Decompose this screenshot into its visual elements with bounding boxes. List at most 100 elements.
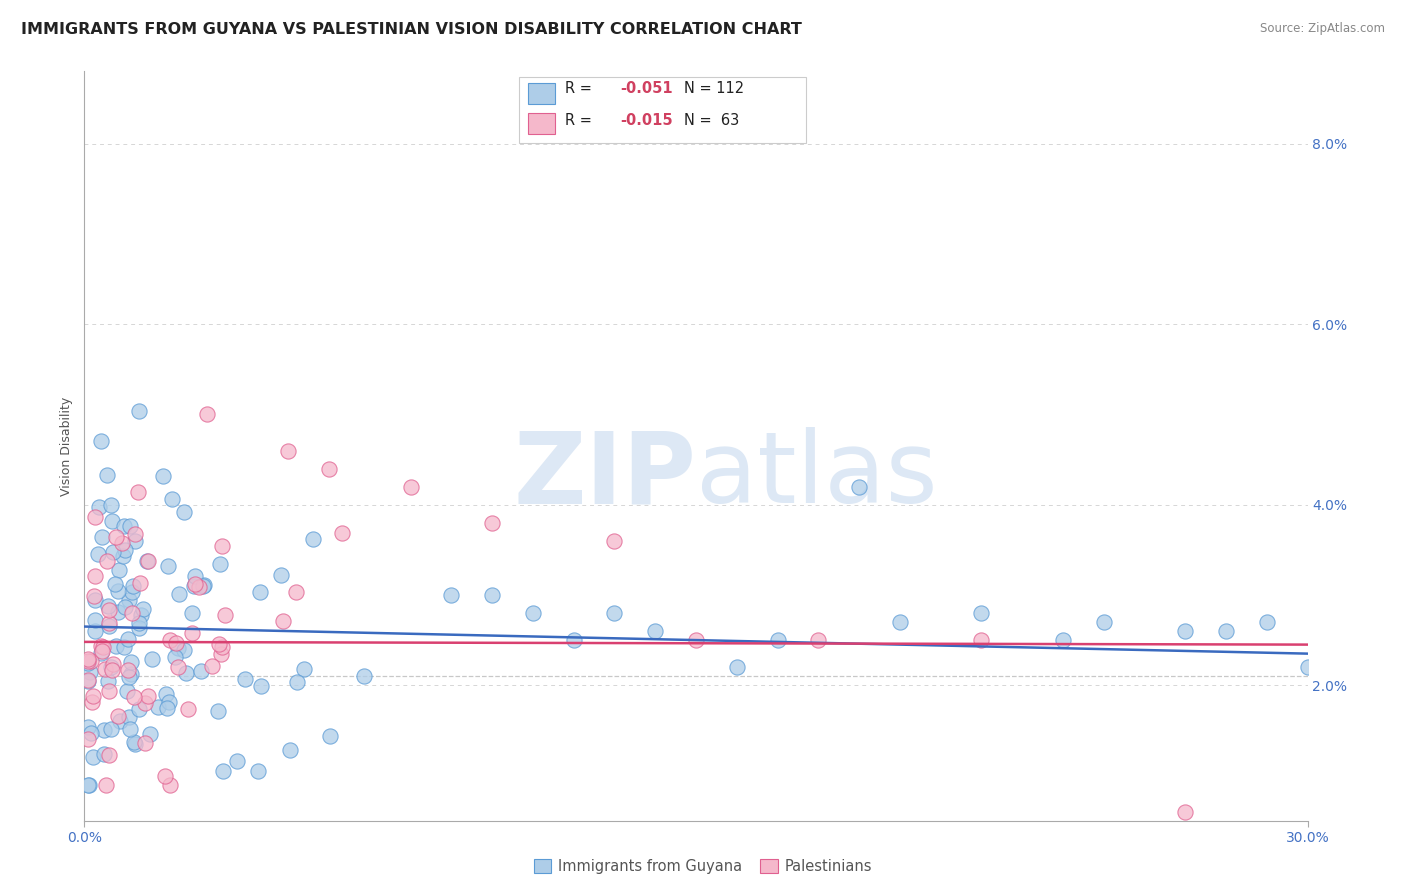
Point bbox=[128, 615, 150, 630]
Point bbox=[77, 652, 100, 666]
Point bbox=[91, 530, 114, 544]
Point bbox=[201, 658, 224, 673]
Point bbox=[77, 673, 100, 688]
Point bbox=[134, 696, 156, 710]
Point bbox=[77, 732, 100, 747]
Point bbox=[97, 599, 120, 613]
Point bbox=[128, 403, 150, 417]
Text: Source: ZipAtlas.com: Source: ZipAtlas.com bbox=[1260, 22, 1385, 36]
Point bbox=[77, 673, 100, 688]
Point bbox=[100, 659, 122, 673]
Legend: Immigrants from Guyana, Palestinians: Immigrants from Guyana, Palestinians bbox=[527, 854, 879, 880]
Point bbox=[1092, 615, 1115, 629]
Point bbox=[174, 666, 197, 681]
Point bbox=[148, 700, 170, 714]
Point bbox=[108, 714, 131, 728]
Point bbox=[122, 690, 145, 704]
Point bbox=[136, 689, 159, 703]
Point bbox=[725, 660, 748, 674]
Point bbox=[114, 543, 136, 558]
Point bbox=[139, 727, 162, 741]
Point bbox=[135, 554, 157, 568]
Point bbox=[848, 480, 870, 494]
Point bbox=[90, 434, 112, 449]
Point bbox=[121, 585, 143, 599]
Text: -0.051: -0.051 bbox=[620, 81, 672, 96]
Point bbox=[209, 647, 232, 661]
Point bbox=[101, 663, 124, 677]
Point bbox=[82, 750, 104, 764]
Point bbox=[603, 533, 626, 548]
Point bbox=[165, 636, 187, 650]
FancyBboxPatch shape bbox=[519, 77, 806, 143]
Point bbox=[156, 701, 179, 715]
Point bbox=[80, 654, 103, 668]
Point bbox=[117, 663, 139, 677]
Point bbox=[79, 665, 101, 680]
Point bbox=[180, 607, 202, 621]
Point bbox=[82, 689, 104, 703]
Point bbox=[440, 588, 463, 602]
Point bbox=[173, 505, 195, 519]
Point bbox=[294, 662, 316, 676]
Point bbox=[807, 633, 830, 648]
Point bbox=[97, 673, 120, 688]
Point bbox=[278, 743, 301, 757]
Point bbox=[96, 554, 118, 568]
Point bbox=[301, 532, 323, 546]
Point bbox=[188, 581, 211, 595]
Point bbox=[105, 530, 128, 544]
Point bbox=[277, 443, 299, 458]
Point bbox=[481, 588, 503, 602]
Point bbox=[970, 606, 993, 620]
Point bbox=[159, 633, 181, 648]
Text: N =  63: N = 63 bbox=[683, 112, 740, 128]
Point bbox=[153, 769, 176, 783]
Point bbox=[120, 667, 142, 681]
Point bbox=[1256, 615, 1278, 629]
Point bbox=[128, 702, 150, 716]
Point bbox=[195, 408, 218, 422]
Point bbox=[101, 544, 124, 558]
Point bbox=[124, 527, 146, 541]
Point bbox=[157, 695, 180, 709]
Text: N = 112: N = 112 bbox=[683, 81, 744, 96]
Point bbox=[101, 657, 124, 672]
Point bbox=[134, 736, 156, 750]
Point bbox=[107, 605, 129, 619]
Point bbox=[184, 577, 207, 591]
Point bbox=[285, 675, 308, 690]
Point bbox=[166, 641, 188, 656]
Point bbox=[94, 778, 117, 792]
Point bbox=[93, 723, 115, 737]
Point bbox=[77, 778, 100, 792]
Point bbox=[84, 510, 107, 524]
Text: R =: R = bbox=[555, 90, 591, 105]
Point bbox=[117, 632, 139, 646]
Point bbox=[129, 575, 152, 590]
Point bbox=[562, 633, 585, 648]
Point bbox=[165, 650, 187, 665]
Point bbox=[273, 614, 295, 628]
Point bbox=[249, 585, 271, 599]
Point bbox=[193, 578, 215, 592]
Point bbox=[117, 593, 139, 607]
Text: N =  63: N = 63 bbox=[672, 118, 733, 133]
Point bbox=[124, 533, 146, 548]
Point bbox=[84, 568, 107, 582]
Point bbox=[208, 558, 231, 572]
Point bbox=[330, 525, 353, 540]
Point bbox=[77, 720, 100, 734]
Point bbox=[208, 637, 231, 651]
Point bbox=[155, 687, 177, 701]
Point bbox=[80, 726, 103, 740]
Text: atlas: atlas bbox=[696, 427, 938, 524]
Point bbox=[93, 747, 115, 761]
Point bbox=[644, 624, 666, 638]
Point bbox=[603, 606, 626, 620]
Point bbox=[117, 670, 139, 684]
Point bbox=[685, 633, 707, 648]
Point bbox=[353, 668, 375, 682]
Point bbox=[97, 602, 120, 616]
Point bbox=[481, 516, 503, 530]
